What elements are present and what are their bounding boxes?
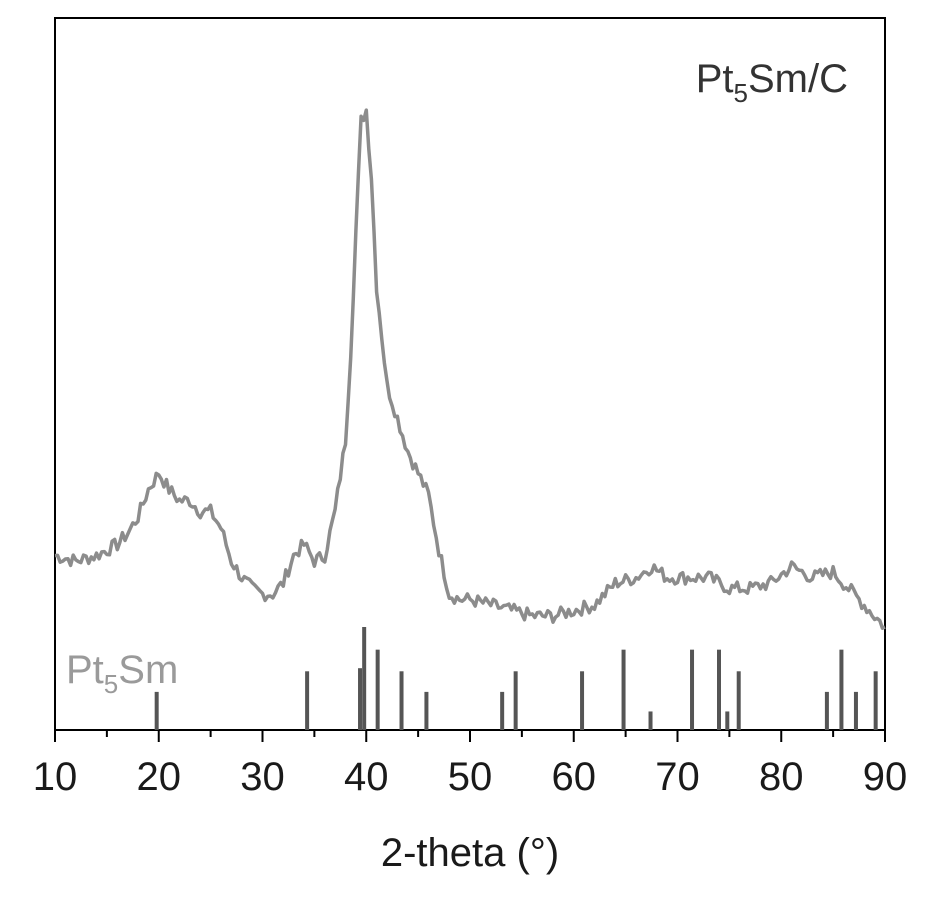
reference-peak-bar [737, 671, 741, 730]
x-tick-label: 10 [33, 755, 78, 799]
x-tick-label: 50 [448, 755, 493, 799]
reference-peak-bar [424, 692, 428, 730]
x-tick-label: 60 [552, 755, 597, 799]
series-label: Pt5Sm/C [696, 57, 848, 108]
reference-peak-bar [514, 671, 518, 730]
reference-peak-bar [839, 650, 843, 730]
reference-peak-bar [362, 627, 366, 730]
reference-peak-bar [825, 692, 829, 730]
reference-peak-bar [622, 650, 626, 730]
reference-peak-bar [725, 711, 729, 730]
x-tick-label: 70 [655, 755, 700, 799]
reference-peak-bar [155, 692, 159, 730]
x-ticks [55, 730, 885, 742]
x-tick-label: 20 [137, 755, 182, 799]
x-tick-label: 90 [863, 755, 908, 799]
reference-peak-bar [717, 650, 721, 730]
reference-peak-bar [305, 671, 309, 730]
reference-label: Pt5Sm [66, 648, 178, 699]
reference-peak-bar [358, 668, 362, 730]
x-tick-label: 80 [759, 755, 804, 799]
reference-peak-bar [690, 650, 694, 730]
reference-peak-bar [580, 671, 584, 730]
reference-peak-bar [874, 671, 878, 730]
reference-peaks [155, 627, 878, 730]
reference-peak-bar [376, 650, 380, 730]
reference-peak-bar [649, 711, 653, 730]
reference-peak-bar [400, 671, 404, 730]
xrd-pattern-line [55, 110, 885, 628]
x-tick-labels: 10 20 30 40 50 60 70 80 90 [33, 755, 908, 799]
plot-frame [55, 18, 885, 730]
reference-peak-bar [854, 692, 858, 730]
x-tick-label: 40 [344, 755, 389, 799]
x-tick-label: 30 [240, 755, 285, 799]
x-axis-title: 2-theta (°) [381, 831, 559, 875]
reference-peak-bar [500, 692, 504, 730]
